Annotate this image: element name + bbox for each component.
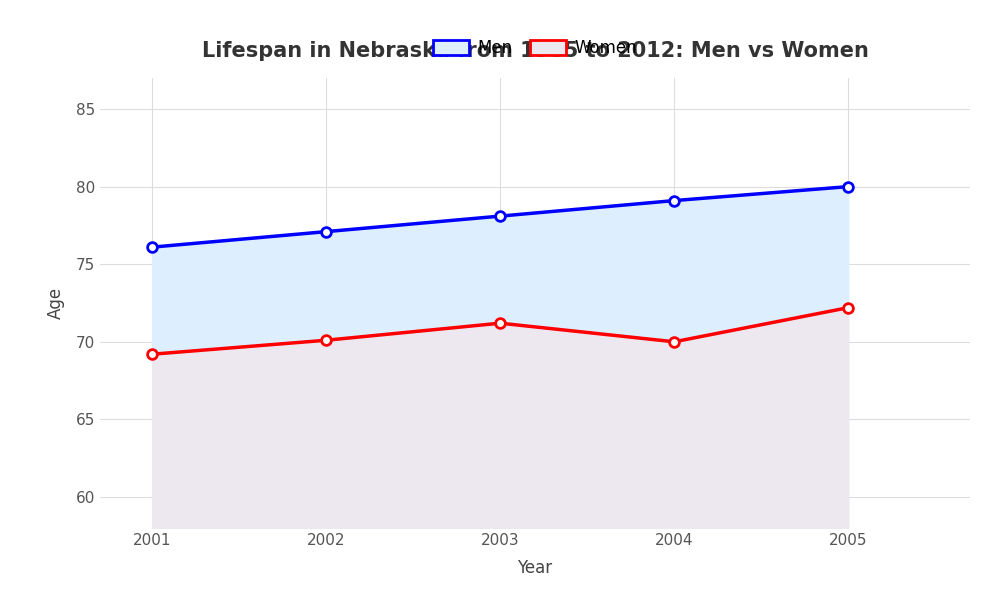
Legend: Men, Women: Men, Women: [426, 32, 644, 64]
X-axis label: Year: Year: [517, 559, 553, 577]
Title: Lifespan in Nebraska from 1985 to 2012: Men vs Women: Lifespan in Nebraska from 1985 to 2012: …: [202, 41, 868, 61]
Y-axis label: Age: Age: [47, 287, 65, 319]
